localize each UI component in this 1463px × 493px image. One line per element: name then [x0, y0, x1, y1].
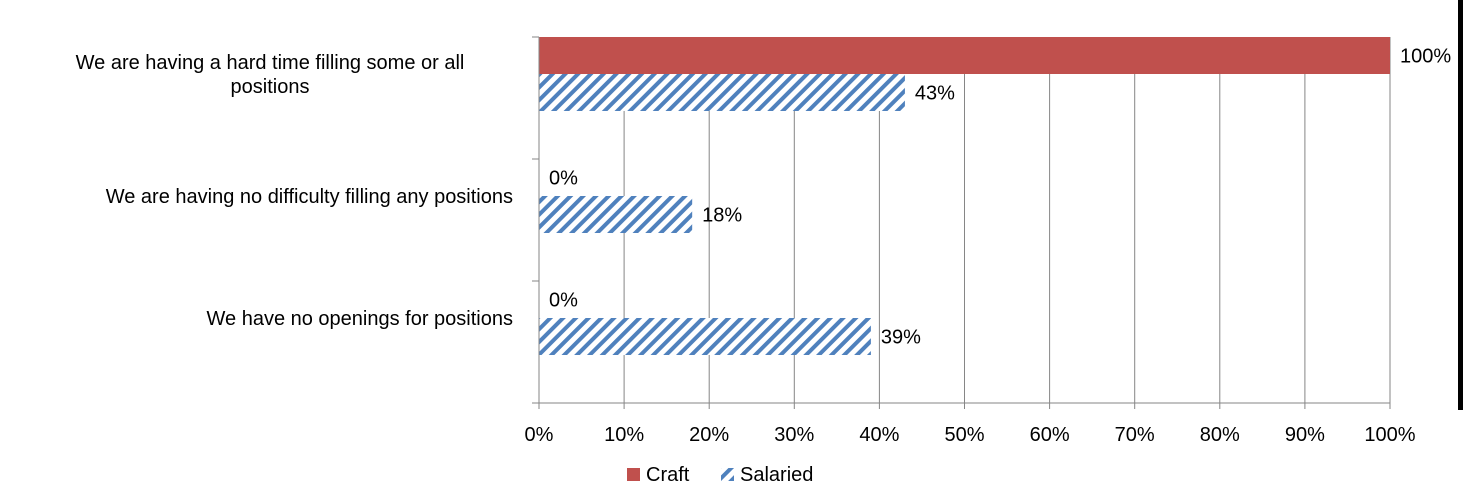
x-tick-label: 0% [525, 424, 554, 446]
data-label-craft: 0% [549, 168, 578, 190]
data-label-salaried: 18% [702, 205, 742, 227]
bar-salaried [539, 318, 871, 355]
labels: 0% 10% 20% 30% 40% 50% 60% 70% 80% 90% 100% 100% 43%… [76, 46, 1452, 447]
x-tick-label: 10% [604, 424, 644, 446]
category-label: We are having a hard time filling some o… [76, 52, 465, 74]
bar-salaried [539, 74, 905, 111]
bar-craft [539, 37, 1390, 74]
axes [532, 0, 1463, 410]
x-tick-label: 100% [1364, 424, 1415, 446]
legend-swatch-craft [627, 468, 640, 481]
x-tick-label: 80% [1200, 424, 1240, 446]
legend-label-craft: Craft [646, 464, 690, 486]
x-tick-label: 50% [944, 424, 984, 446]
x-tick-label: 90% [1285, 424, 1325, 446]
data-label-craft: 0% [549, 290, 578, 312]
legend-swatch-salaried [721, 468, 734, 481]
category-label: We have no openings for positions [207, 308, 514, 330]
right-edge-strip [1458, 0, 1463, 410]
x-tick-label: 40% [859, 424, 899, 446]
category-label: positions [231, 76, 310, 98]
bars [539, 37, 1390, 355]
bar-salaried [539, 196, 693, 233]
x-tick-label: 70% [1115, 424, 1155, 446]
data-label-craft: 100% [1400, 46, 1451, 68]
legend-label-salaried: Salaried [740, 464, 813, 486]
category-label: We are having no difficulty filling any … [106, 186, 513, 208]
data-label-salaried: 43% [915, 83, 955, 105]
x-tick-label: 20% [689, 424, 729, 446]
x-tick-label: 60% [1030, 424, 1070, 446]
legend: Craft Salaried [627, 464, 813, 486]
data-label-salaried: 39% [881, 327, 921, 349]
x-tick-label: 30% [774, 424, 814, 446]
